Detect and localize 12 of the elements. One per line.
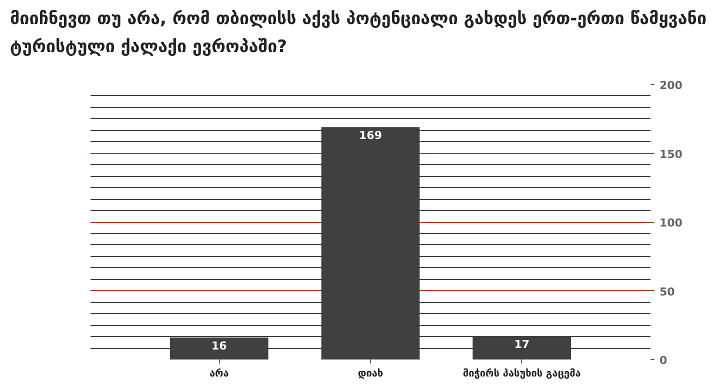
- data-label: 169: [359, 129, 382, 142]
- x-tick-label: არა: [209, 368, 230, 380]
- data-label: 17: [514, 338, 530, 352]
- y-tick-label: 50: [660, 285, 676, 298]
- y-tick-label: 100: [660, 216, 683, 230]
- data-label: 16: [211, 340, 228, 352]
- chart-title: მიიჩნევთ თუ არა, რომ თბილისს აქვს პოტენციალი გახდეს ერთ-ერთი წამყვანი ტურისტული ქალაქი ევროპაში?: [10, 8, 708, 59]
- x-tick-label: მიჭირს პასუხის გაცემა: [462, 368, 582, 380]
- y-tick-label: 0: [660, 354, 668, 367]
- y-tick-label: 200: [660, 79, 683, 92]
- y-tick-label: 150: [660, 148, 683, 161]
- x-tick-label: დიახ: [358, 368, 384, 380]
